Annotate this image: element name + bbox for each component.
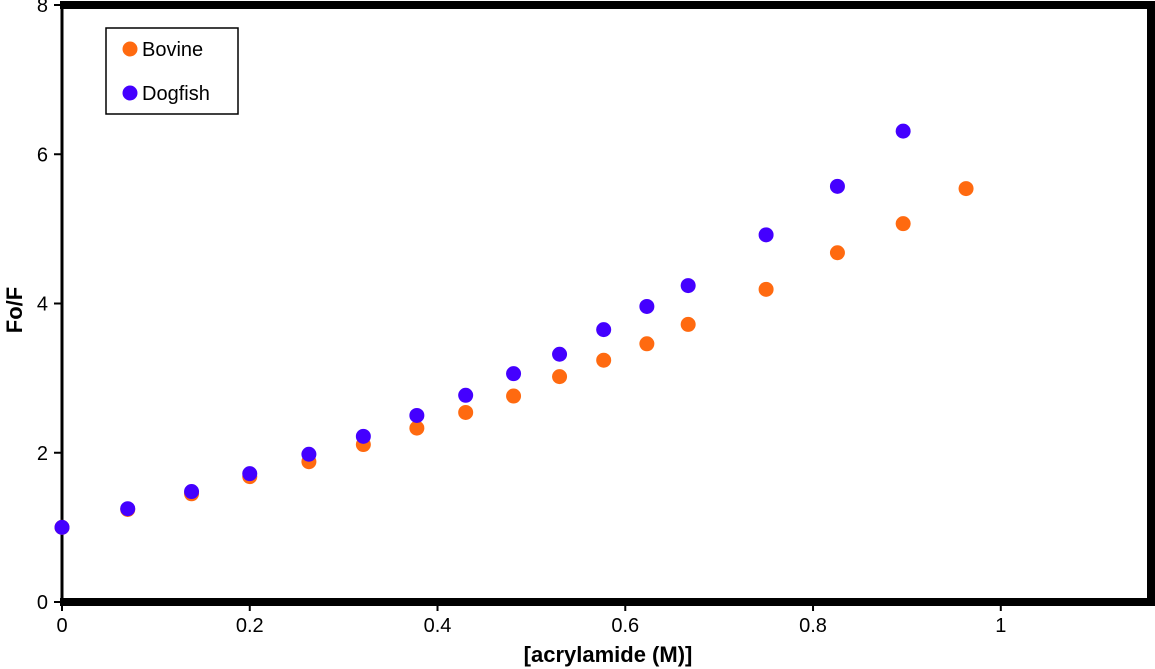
series-dogfish bbox=[54, 123, 911, 535]
y-axis-title: Fo/F bbox=[2, 287, 27, 333]
legend-label: Dogfish bbox=[142, 83, 210, 105]
data-point bbox=[409, 420, 425, 436]
x-tick-label: 0.2 bbox=[236, 615, 264, 637]
data-point bbox=[758, 227, 774, 243]
plot-frame-layer bbox=[60, 1, 1155, 606]
data-point bbox=[895, 216, 911, 232]
data-point bbox=[596, 322, 612, 338]
data-points-layer bbox=[54, 123, 974, 535]
data-point bbox=[829, 245, 845, 261]
legend-label: Bovine bbox=[142, 39, 203, 61]
y-tick-label: 4 bbox=[37, 294, 48, 316]
data-point bbox=[829, 178, 845, 194]
x-tick-label: 0.8 bbox=[799, 615, 827, 637]
data-point bbox=[552, 346, 568, 362]
data-point bbox=[680, 316, 696, 332]
data-point bbox=[54, 519, 70, 535]
legend: Bovine Dogfish bbox=[105, 27, 239, 115]
x-tick-label: 0 bbox=[56, 615, 67, 637]
legend-marker bbox=[122, 41, 138, 57]
x-tick-label: 1 bbox=[995, 615, 1006, 637]
x-tick-label: 0.4 bbox=[424, 615, 452, 637]
data-point bbox=[409, 407, 425, 423]
data-point bbox=[355, 428, 371, 444]
tick-layer: 0 0.2 0.4 0.6 0.8 1 0 2 4 6 8 bbox=[37, 0, 1006, 637]
data-point bbox=[301, 446, 317, 462]
data-point bbox=[758, 281, 774, 297]
data-point bbox=[458, 387, 474, 403]
data-point bbox=[552, 369, 568, 385]
y-tick-label: 6 bbox=[37, 144, 48, 166]
x-axis-title: [acrylamide (M)] bbox=[524, 642, 693, 667]
data-point bbox=[596, 352, 612, 368]
data-point bbox=[639, 336, 655, 352]
data-point bbox=[242, 466, 258, 482]
data-point bbox=[895, 123, 911, 139]
data-point bbox=[639, 298, 655, 314]
data-point bbox=[458, 404, 474, 420]
data-point bbox=[680, 278, 696, 294]
y-tick-label: 8 bbox=[37, 0, 48, 17]
data-point bbox=[184, 484, 200, 500]
data-point bbox=[958, 181, 974, 197]
x-tick-label: 0.6 bbox=[611, 615, 639, 637]
series-bovine bbox=[54, 181, 974, 535]
y-tick-label: 0 bbox=[37, 592, 48, 614]
data-point bbox=[506, 388, 522, 404]
legend-marker bbox=[122, 85, 138, 101]
data-point bbox=[120, 501, 136, 517]
data-point bbox=[506, 366, 522, 382]
y-tick-label: 2 bbox=[37, 443, 48, 465]
